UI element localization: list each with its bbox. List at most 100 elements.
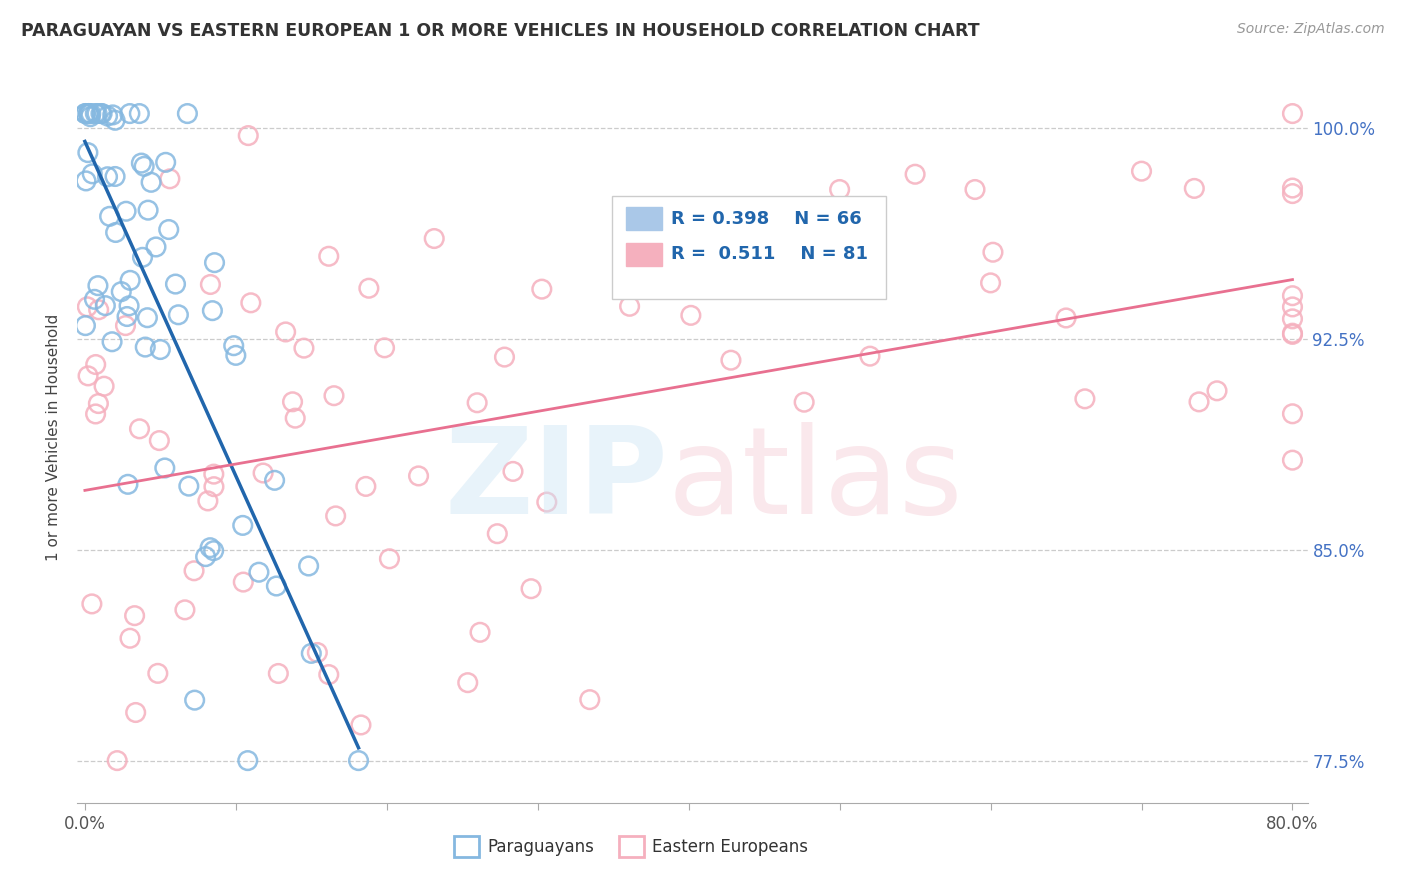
Point: [202, 543, 225, 558]
Point: [679, 309, 702, 323]
Point: [80, 597, 103, 611]
Point: [146, 666, 169, 681]
Point: [1281, 407, 1303, 421]
Point: [183, 693, 205, 707]
Point: [619, 299, 641, 313]
Point: [197, 494, 219, 508]
Point: [238, 128, 260, 143]
Point: [96, 109, 118, 123]
Point: [134, 340, 156, 354]
Point: [408, 469, 430, 483]
Point: [86, 106, 108, 120]
Point: [104, 169, 127, 184]
Point: [274, 325, 297, 339]
Point: [981, 245, 1004, 260]
Point: [1281, 300, 1303, 314]
Point: [494, 350, 516, 364]
Point: [828, 182, 851, 196]
Y-axis label: 1 or more Vehicles in Household: 1 or more Vehicles in Household: [46, 313, 62, 561]
Point: [267, 666, 290, 681]
Point: [423, 231, 446, 245]
Point: [198, 541, 221, 555]
Point: [1281, 289, 1303, 303]
Point: [468, 625, 491, 640]
Point: [1054, 310, 1077, 325]
Point: [128, 106, 150, 120]
Point: [77, 106, 100, 120]
Point: [105, 754, 128, 768]
Point: [980, 276, 1002, 290]
Point: [298, 559, 321, 574]
Point: [502, 464, 524, 478]
Point: [90, 106, 112, 120]
Point: [204, 255, 226, 269]
Point: [120, 273, 142, 287]
Point: [963, 182, 986, 196]
Point: [347, 754, 370, 768]
Point: [165, 277, 187, 291]
Point: [76, 145, 98, 160]
Point: [720, 353, 742, 368]
Point: [578, 692, 600, 706]
Point: [115, 204, 138, 219]
Point: [148, 434, 170, 448]
Point: [77, 106, 100, 120]
Point: [1281, 186, 1303, 201]
Point: [93, 379, 115, 393]
Point: [167, 308, 190, 322]
Point: [104, 226, 127, 240]
Point: [194, 549, 217, 564]
Point: [266, 579, 288, 593]
Point: [281, 394, 304, 409]
Point: [101, 108, 124, 122]
Point: [1188, 395, 1211, 409]
Text: R =  0.511    N = 81: R = 0.511 N = 81: [671, 245, 868, 263]
Legend: Paraguayans, Eastern Europeans: Paraguayans, Eastern Europeans: [454, 837, 808, 856]
Point: [76, 300, 98, 314]
Point: [96, 169, 118, 184]
Point: [177, 479, 200, 493]
Point: [131, 250, 153, 264]
Point: [1281, 311, 1303, 326]
Text: ZIP: ZIP: [444, 423, 668, 540]
Point: [1130, 164, 1153, 178]
Point: [125, 706, 148, 720]
Point: [1281, 106, 1303, 120]
Point: [84, 407, 107, 421]
Point: [202, 467, 225, 482]
Point: [859, 349, 882, 363]
Point: [104, 113, 127, 128]
Point: [153, 461, 176, 475]
Point: [84, 358, 107, 372]
Point: [325, 508, 347, 523]
Point: [176, 106, 198, 120]
Point: [318, 249, 340, 263]
Text: R = 0.398    N = 66: R = 0.398 N = 66: [671, 210, 862, 227]
Point: [793, 395, 815, 409]
Point: [118, 299, 141, 313]
Point: [145, 240, 167, 254]
Point: [75, 106, 97, 120]
Point: [136, 203, 159, 218]
Point: [134, 159, 156, 173]
Point: [378, 551, 401, 566]
Point: [174, 603, 197, 617]
Point: [354, 479, 377, 493]
Point: [323, 389, 346, 403]
Point: [157, 222, 180, 236]
Point: [350, 718, 373, 732]
Point: [201, 303, 224, 318]
Point: [247, 565, 270, 579]
Text: Source: ZipAtlas.com: Source: ZipAtlas.com: [1237, 22, 1385, 37]
Point: [117, 477, 139, 491]
Point: [239, 295, 262, 310]
Point: [139, 175, 162, 189]
Point: [373, 341, 395, 355]
Point: [1281, 326, 1303, 341]
Point: [1182, 181, 1205, 195]
Point: [124, 608, 146, 623]
Point: [232, 518, 254, 533]
Point: [1074, 392, 1097, 406]
Point: [904, 167, 927, 181]
Point: [284, 411, 307, 425]
